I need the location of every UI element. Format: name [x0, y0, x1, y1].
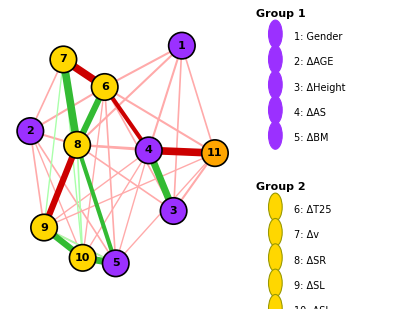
Circle shape [268, 218, 282, 246]
Text: 10: 10 [75, 253, 90, 263]
Text: 4: ΔAS: 4: ΔAS [294, 108, 326, 118]
Circle shape [268, 269, 282, 297]
Circle shape [160, 198, 187, 224]
Text: 4: 4 [145, 145, 153, 155]
Text: 5: 5 [112, 258, 120, 268]
Circle shape [17, 118, 44, 144]
Circle shape [102, 250, 129, 277]
Text: 9: ΔSL: 9: ΔSL [294, 281, 324, 291]
Circle shape [268, 244, 282, 272]
Circle shape [268, 121, 282, 149]
Circle shape [70, 245, 96, 271]
Circle shape [136, 137, 162, 163]
Circle shape [202, 140, 228, 166]
Text: 3: ΔHeight: 3: ΔHeight [294, 83, 345, 93]
Text: 7: Δv: 7: Δv [294, 231, 319, 240]
Circle shape [50, 46, 77, 73]
Circle shape [268, 71, 282, 99]
Circle shape [169, 32, 195, 59]
Text: Group 2: Group 2 [256, 182, 305, 192]
Circle shape [268, 96, 282, 124]
Text: 3: 3 [170, 206, 178, 216]
Circle shape [268, 45, 282, 73]
Circle shape [92, 74, 118, 100]
Text: 8: 8 [73, 140, 81, 150]
Text: 2: ΔAGE: 2: ΔAGE [294, 57, 333, 67]
Text: 6: 6 [101, 82, 109, 92]
Circle shape [268, 193, 282, 221]
Circle shape [31, 214, 57, 241]
Circle shape [268, 20, 282, 48]
Text: Group 1: Group 1 [256, 9, 305, 19]
Text: 1: Gender: 1: Gender [294, 32, 342, 42]
Circle shape [64, 132, 90, 158]
Circle shape [268, 294, 282, 309]
Text: 9: 9 [40, 222, 48, 232]
Text: 6: ΔT25: 6: ΔT25 [294, 205, 331, 215]
Text: 2: 2 [26, 126, 34, 136]
Text: 7: 7 [60, 54, 67, 65]
Text: 8: ΔSR: 8: ΔSR [294, 256, 326, 266]
Text: 10: ΔSI: 10: ΔSI [294, 307, 328, 309]
Text: 5: ΔBM: 5: ΔBM [294, 133, 328, 143]
Text: 1: 1 [178, 41, 186, 51]
Text: 11: 11 [207, 148, 223, 158]
